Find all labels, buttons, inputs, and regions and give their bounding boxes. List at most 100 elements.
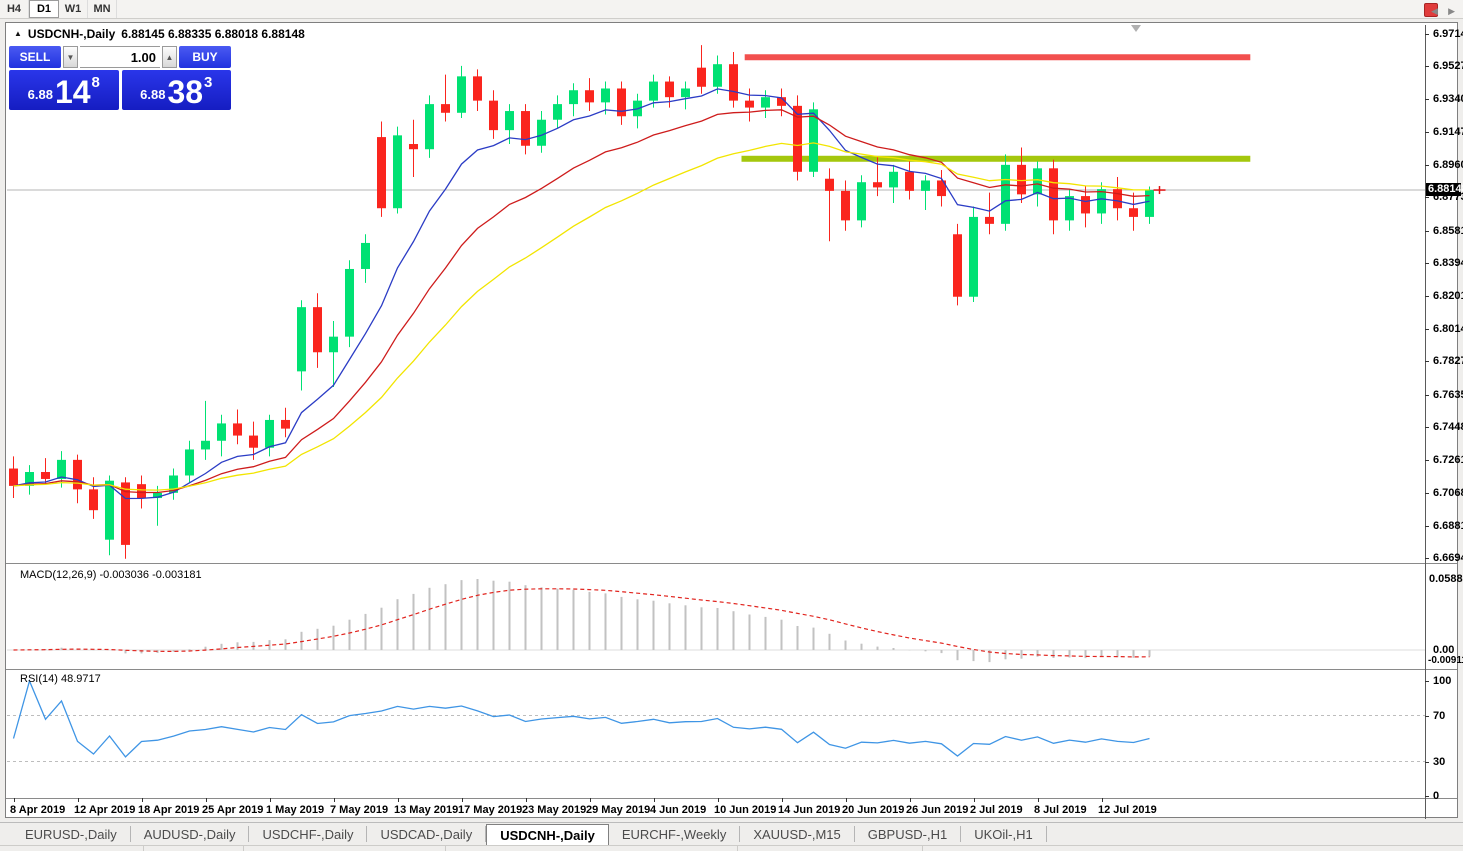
price-axis-label: 6.82015 [1433,290,1463,302]
price-axis-label: 6.85810 [1433,225,1463,237]
price-axis-tick [1425,197,1429,198]
date-axis-tick [654,798,655,802]
date-axis-label: 12 Apr 2019 [74,804,136,816]
price-axis-label: 6.78275 [1433,355,1463,367]
date-axis-label: 2 Jul 2019 [970,804,1023,816]
buy-price-prefix: 6.88 [140,87,166,102]
date-axis-tick [1102,798,1103,802]
volume-input[interactable] [80,46,160,68]
price-axis-label: 6.83940 [1433,257,1463,269]
price-axis-tick [1425,558,1429,559]
price-axis-label: 6.72610 [1433,454,1463,466]
tab-scroll-arrows: ◀ ▶ [1431,6,1455,17]
chart-ohlc-values: 6.88145 6.88335 6.88018 6.88148 [121,27,305,41]
buy-price-big: 38 [167,74,204,110]
status-bar [0,845,1463,851]
price-axis-label: 6.95270 [1433,60,1463,72]
date-axis-label: 8 Apr 2019 [10,804,66,816]
date-axis-tick [462,798,463,802]
sell-price-prefix: 6.88 [27,87,53,102]
date-axis-tick [142,798,143,802]
status-separator [243,846,244,851]
date-axis-label: 12 Jul 2019 [1098,804,1157,816]
alert-icon[interactable] [1424,3,1438,17]
date-axis-label: 25 Apr 2019 [202,804,264,816]
rsi-axis-label: 0 [1433,790,1440,802]
price-axis-tick [1425,263,1429,264]
rsi-axis-tick [1425,716,1429,717]
date-axis-tick [398,798,399,802]
volume-increase-button[interactable]: ▲ [162,46,177,68]
date-axis-label: 26 Jun 2019 [906,804,969,816]
date-axis-label: 18 Apr 2019 [138,804,200,816]
chart-tab-gbpusd-h1[interactable]: GBPUSD-,H1 [855,826,962,842]
sell-price-big: 14 [54,74,91,110]
date-axis-label: 14 Jun 2019 [778,804,841,816]
rsi-axis-label: 30 [1433,756,1446,768]
pane-divider[interactable] [6,669,1457,670]
volume-decrease-button[interactable]: ▼ [63,46,78,68]
timeframe-toolbar: H4 D1 W1 MN [0,0,1463,19]
chart-tab-usdchf-daily[interactable]: USDCHF-,Daily [249,826,368,842]
chart-title: ▲ USDCNH-,Daily 6.88145 6.88335 6.88018 … [14,27,305,41]
chart-tab-ukoil-h1[interactable]: UKOil-,H1 [961,826,1047,842]
price-axis-label: 6.74480 [1433,421,1463,433]
tab-scroll-right-icon[interactable]: ▶ [1448,6,1455,16]
price-axis-tick [1425,427,1429,428]
chart-tab-audusd-daily[interactable]: AUDUSD-,Daily [131,826,250,842]
timeframe-button-d1[interactable]: D1 [29,0,59,18]
date-axis-tick [846,798,847,802]
price-axis-border [1425,25,1426,819]
pane-divider[interactable] [6,563,1457,564]
date-axis-tick [206,798,207,802]
collapse-triangle-icon[interactable]: ▲ [14,29,22,38]
price-axis-label: 6.97140 [1433,28,1463,40]
current-price-label: 6.88148 [1426,183,1463,196]
chart-tab-xauusd-m15[interactable]: XAUUSD-,M15 [740,826,855,842]
date-axis-label: 4 Jun 2019 [650,804,707,816]
sell-button[interactable]: SELL [9,46,61,68]
chart-tab-eurchf-weekly[interactable]: EURCHF-,Weekly [609,826,741,842]
rsi-indicator-label: RSI(14) 48.9717 [20,673,101,685]
macd-indicator-label: MACD(12,26,9) -0.003036 -0.003181 [20,569,202,581]
price-chart-pane[interactable] [7,25,1425,563]
sell-price-button[interactable]: 6.88 14 8 [9,70,119,110]
rsi-pane[interactable] [7,671,1425,798]
price-axis-label: 6.66945 [1433,552,1463,564]
timeframe-button-h4[interactable]: H4 [0,0,29,18]
tab-scroll-left-icon[interactable]: ◀ [1431,6,1439,16]
price-axis-tick [1425,34,1429,35]
macd-pane[interactable] [7,566,1425,669]
price-axis-tick [1425,395,1429,396]
chart-shift-marker[interactable] [1131,25,1141,32]
date-axis-label: 29 May 2019 [586,804,651,816]
status-separator [445,846,446,851]
date-axis-tick [974,798,975,802]
date-axis-label: 13 May 2019 [394,804,459,816]
buy-button[interactable]: BUY [179,46,231,68]
price-axis-label: 6.93400 [1433,93,1463,105]
date-axis-tick [270,798,271,802]
price-axis-label: 6.91475 [1433,126,1463,138]
date-axis-label: 23 May 2019 [522,804,587,816]
price-axis-tick [1425,526,1429,527]
macd-axis-zero: 0.00 [1433,644,1455,656]
chart-tab-usdcnh-daily[interactable]: USDCNH-,Daily [486,824,609,845]
price-axis-tick [1425,231,1429,232]
timeframe-button-w1[interactable]: W1 [59,0,88,18]
chart-tab-usdcad-daily[interactable]: USDCAD-,Daily [367,826,487,842]
date-axis-tick [526,798,527,802]
one-click-trading-widget: SELL ▼ ▲ BUY 6.88 14 8 6.88 38 3 [9,46,231,110]
pane-divider [6,798,1457,799]
price-axis-tick [1425,361,1429,362]
price-axis-tick [1425,460,1429,461]
buy-price-button[interactable]: 6.88 38 3 [121,70,231,110]
date-axis-tick [334,798,335,802]
price-axis-tick [1425,132,1429,133]
date-axis-label: 7 May 2019 [330,804,389,816]
price-axis-tick [1425,296,1429,297]
timeframe-button-mn[interactable]: MN [88,0,117,18]
chart-tab-eurusd-daily[interactable]: EURUSD-,Daily [12,826,131,842]
chart-tab-bar: EURUSD-,Daily AUDUSD-,Daily USDCHF-,Daily U… [0,822,1463,845]
